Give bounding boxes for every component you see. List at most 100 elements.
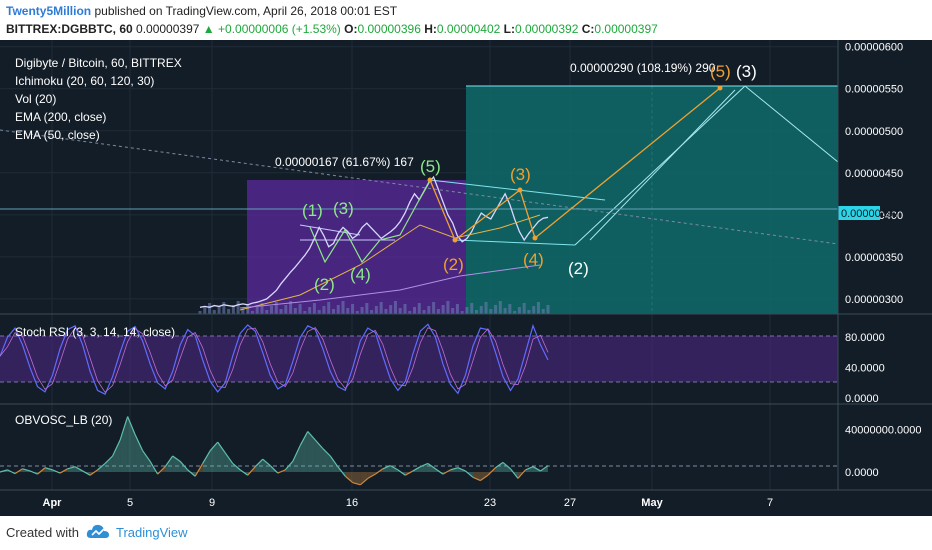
volume-bar (465, 307, 469, 314)
legend-item-vol[interactable]: Vol (20) (15, 92, 56, 106)
obv-legend[interactable]: OBVOSC_LB (20) (15, 413, 112, 427)
volume-bar (479, 306, 483, 314)
chart-area[interactable]: Digibyte / Bitcoin, 60, BITTREX Ichimoku… (0, 40, 932, 516)
trendline-dashed (0, 129, 839, 245)
obv-line-segment (142, 450, 151, 462)
stoch-tick-label: 80.0000 (845, 332, 885, 344)
tradingview-link[interactable]: TradingView (116, 525, 188, 540)
obv-line-segment (495, 461, 504, 469)
footer: Created with TradingView (0, 516, 932, 550)
obv-line-segment (397, 469, 406, 476)
volume-bar (241, 308, 245, 314)
obv-line-segment (37, 467, 46, 475)
volume-bar (436, 309, 440, 314)
obv-line-segment (420, 462, 429, 468)
volume-bar (289, 301, 293, 314)
price-tick-label: 0.00000350 (845, 252, 903, 264)
time-tick-label: 27 (564, 497, 576, 509)
wave-label-green-2: (2) (314, 275, 335, 294)
legend-item-ema50[interactable]: EMA (50, close) (15, 128, 100, 142)
volume-bar (351, 304, 355, 314)
obv-line-segment (532, 466, 541, 472)
obv-line-segment (44, 467, 53, 471)
obv-tick-label: 40000000.0000 (845, 424, 921, 436)
volume-bar (451, 308, 455, 314)
volume-bar (489, 309, 493, 314)
obv-line-segment (525, 466, 534, 471)
obv-line-segment (314, 439, 324, 449)
obv-line-segment (202, 450, 211, 464)
volume-bar (417, 303, 421, 314)
obv-line-segment (164, 455, 174, 468)
obv-area-segment (217, 442, 226, 472)
obv-line-segment (277, 469, 286, 474)
price-tick-label: 0.00000600 (845, 42, 903, 54)
stoch-band (0, 336, 838, 382)
obv-area-segment (427, 463, 436, 472)
volume-bar (508, 304, 512, 314)
volume-bar (432, 302, 436, 314)
wave-label-green-1: (1) (302, 201, 323, 220)
price-tick-label: 0.00000450 (845, 168, 903, 180)
teal-measure-box (466, 86, 838, 314)
obv-area-segment (225, 452, 233, 472)
obv-line-segment (405, 470, 414, 476)
volume-bar (303, 311, 307, 314)
obv-area-segment (165, 456, 173, 472)
high-label: H: (424, 22, 437, 36)
obv-area-segment (315, 440, 323, 472)
obv-area-segment (135, 434, 143, 472)
projection-line (589, 89, 736, 241)
wave-point (517, 187, 523, 193)
volume-bar (327, 302, 331, 314)
last-price-tag-bg (838, 206, 880, 220)
legend-item-ema200[interactable]: EMA (200, close) (15, 110, 106, 124)
price-line (199, 175, 549, 308)
open-label: O: (344, 22, 358, 36)
wave-point (532, 235, 538, 241)
obv-tick-label: 0.0000 (845, 467, 879, 479)
volume-bar (317, 310, 321, 314)
volume-bar (203, 307, 207, 314)
obv-line-segment (7, 469, 16, 475)
legend-item-ichimoku[interactable]: Ichimoku (20, 60, 120, 30) (15, 74, 154, 88)
obv-line-segment (247, 466, 256, 476)
obv-line-segment (59, 468, 68, 474)
volume-bar (212, 310, 216, 314)
low-label: L: (503, 22, 515, 36)
volume-bar (322, 306, 326, 314)
up-arrow-icon: ▲ (202, 22, 215, 36)
volume-bar (513, 311, 517, 314)
volume-bar (393, 301, 397, 314)
time-tick-label: 5 (127, 497, 133, 509)
obv-line-segment (67, 466, 76, 470)
wave-label-white-2: (2) (568, 259, 589, 278)
stoch-axis: 80.0000 40.0000 0.0000 (845, 332, 885, 405)
author-link[interactable]: Twenty5Million (6, 4, 92, 18)
obv-line-segment (14, 468, 23, 475)
volume-bar (532, 306, 536, 314)
obv-line-segment (187, 469, 196, 477)
obv-line-segment (540, 465, 549, 472)
obv-line-segment (74, 466, 83, 472)
volume-bar (474, 310, 478, 314)
volume-bar (398, 308, 402, 314)
time-tick-label: 23 (484, 497, 496, 509)
wave-label-green-5: (5) (420, 157, 441, 176)
publish-info: published on TradingView.com, April 26, … (94, 4, 398, 18)
wave-points (427, 85, 723, 243)
volume-bar (517, 307, 521, 314)
wave-point (717, 85, 723, 91)
wave-label-orange-5: (5) (710, 62, 731, 81)
obv-line-segment (224, 452, 234, 464)
obv-line-segment (457, 467, 466, 472)
obv-line-segment (157, 466, 166, 475)
volume-bar (427, 306, 431, 314)
volume-bar (208, 303, 212, 314)
obv-line-segment (209, 441, 219, 452)
obv-area-segment (495, 462, 503, 472)
stoch-legend[interactable]: Stoch RSI (3, 3, 14, 14, close) (15, 325, 175, 339)
obv-line-segment (82, 470, 91, 476)
obv-line-segment (269, 465, 279, 474)
volume-bar (250, 311, 254, 314)
